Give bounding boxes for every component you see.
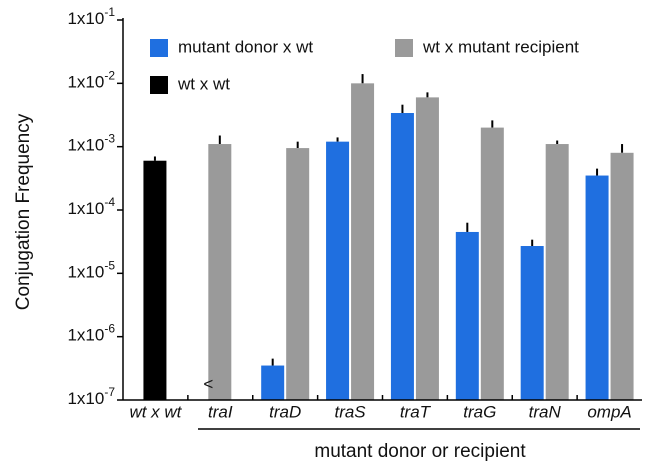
y-axis-title: Conjugation Frequency — [13, 113, 34, 310]
legend-swatch — [150, 39, 168, 57]
bar — [545, 144, 569, 400]
y-tick-label: 1x10-5 — [67, 259, 115, 282]
bar — [261, 365, 285, 400]
legend-swatch — [395, 39, 413, 57]
legend-label: wt x mutant recipient — [422, 37, 579, 56]
x-tick-label: traI — [208, 402, 233, 421]
bar — [455, 231, 479, 400]
x-tick-label: traD — [269, 402, 301, 421]
x-tick-label: ompA — [587, 402, 631, 421]
y-tick-label: 1x10-2 — [67, 69, 115, 92]
x-tick-label: traN — [529, 402, 562, 421]
annotation: < — [203, 374, 213, 393]
bar — [286, 148, 310, 400]
legend-label: wt x wt — [177, 74, 230, 93]
bar — [610, 152, 634, 400]
bar — [351, 83, 375, 400]
y-tick-label: 1x10-7 — [67, 385, 115, 408]
x-tick-label: traG — [463, 402, 496, 421]
bar — [208, 144, 232, 400]
x-tick-label: traS — [334, 402, 366, 421]
bar — [585, 175, 609, 400]
bar — [326, 141, 350, 400]
bar — [390, 113, 414, 400]
y-tick-label: 1x10-3 — [67, 132, 115, 155]
bar — [415, 97, 439, 400]
y-tick-label: 1x10-1 — [67, 5, 115, 28]
legend-label: mutant donor x wt — [178, 37, 313, 56]
x-tick-label: wt x wt — [129, 402, 182, 421]
bar — [143, 160, 167, 400]
bar — [520, 246, 544, 400]
y-tick-label: 1x10-4 — [67, 195, 115, 218]
x-axis-title: mutant donor or recipient — [314, 441, 526, 462]
legend-swatch — [150, 76, 168, 94]
bar — [480, 127, 504, 400]
y-tick-label: 1x10-6 — [67, 322, 115, 345]
x-tick-label: traT — [400, 402, 432, 421]
